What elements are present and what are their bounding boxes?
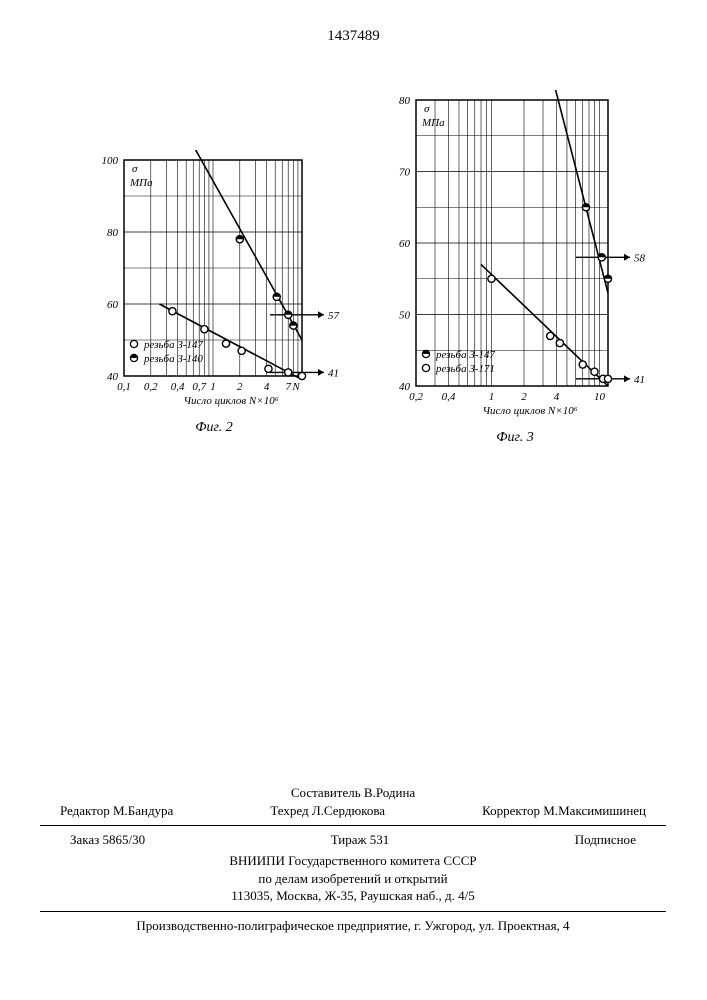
svg-text:резьба З-147: резьба З-147 [435, 349, 495, 361]
svg-text:1: 1 [489, 391, 495, 403]
svg-text:60: 60 [107, 299, 119, 311]
svg-text:70: 70 [399, 167, 411, 179]
svg-text:0,7: 0,7 [192, 381, 206, 393]
committee-line3: 113035, Москва, Ж-35, Раушская наб., д. … [40, 887, 666, 905]
svg-text:2: 2 [521, 391, 527, 403]
svg-text:резьба З-171: резьба З-171 [435, 363, 495, 375]
fig3-svg: 4050607080σМПа0,20,412410Число циклов N×… [380, 90, 650, 422]
svg-text:0,4: 0,4 [442, 391, 456, 403]
svg-text:МПа: МПа [421, 117, 445, 129]
separator-1 [40, 825, 666, 826]
charts-row: 406080100σМПа0,10,20,40,71247NЧисло цикл… [0, 90, 707, 470]
fig2-caption: Фиг. 2 [88, 420, 340, 436]
committee-line2: по делам изобретений и открытий [40, 870, 666, 888]
corrector: Корректор М.Максимишинец [482, 803, 646, 819]
svg-text:41: 41 [634, 374, 645, 386]
committee-line1: ВНИИПИ Государственного комитета СССР [40, 852, 666, 870]
svg-text:σ: σ [424, 103, 430, 115]
order-number: Заказ 5865/30 [70, 832, 145, 848]
svg-text:1: 1 [210, 381, 216, 393]
fig2-svg: 406080100σМПа0,10,20,40,71247NЧисло цикл… [88, 150, 340, 412]
svg-text:Число циклов N×10⁶: Число циклов N×10⁶ [183, 395, 278, 407]
svg-text:резьба З-140: резьба З-140 [143, 353, 203, 365]
page-number: 1437489 [327, 28, 380, 45]
svg-text:41: 41 [328, 367, 339, 379]
svg-text:57: 57 [328, 310, 340, 322]
svg-text:50: 50 [399, 310, 411, 322]
svg-text:0,1: 0,1 [117, 381, 131, 393]
svg-text:МПа: МПа [129, 177, 153, 189]
svg-text:60: 60 [399, 238, 411, 250]
composer-line: Составитель В.Родина [40, 785, 666, 801]
credits-line: Редактор М.Бандура Техред Л.Сердюкова Ко… [40, 803, 666, 819]
svg-text:80: 80 [399, 95, 411, 107]
svg-text:4: 4 [264, 381, 270, 393]
chart-fig3: 4050607080σМПа0,20,412410Число циклов N×… [380, 90, 650, 446]
techred: Техред Л.Сердюкова [270, 803, 385, 819]
footer-section: Составитель В.Родина Редактор М.Бандура … [40, 785, 666, 934]
subscription: Подписное [575, 832, 636, 848]
svg-text:10: 10 [594, 391, 606, 403]
editor: Редактор М.Бандура [60, 803, 173, 819]
svg-text:N: N [291, 381, 300, 393]
committee-block: ВНИИПИ Государственного комитета СССР по… [40, 852, 666, 905]
svg-text:0,2: 0,2 [144, 381, 158, 393]
svg-text:100: 100 [102, 155, 119, 167]
svg-text:резьба З-147: резьба З-147 [143, 339, 203, 351]
svg-text:σ: σ [132, 163, 138, 175]
printer-line: Производственно-полиграфическое предприя… [40, 918, 666, 934]
svg-text:0,4: 0,4 [171, 381, 185, 393]
chart-fig2: 406080100σМПа0,10,20,40,71247NЧисло цикл… [88, 150, 340, 436]
svg-text:Число циклов N×10⁶: Число циклов N×10⁶ [482, 405, 577, 417]
svg-text:0,2: 0,2 [409, 391, 423, 403]
svg-text:2: 2 [237, 381, 243, 393]
svg-text:80: 80 [107, 227, 119, 239]
fig3-caption: Фиг. 3 [380, 430, 650, 446]
separator-2 [40, 911, 666, 912]
svg-text:4: 4 [554, 391, 560, 403]
svg-text:58: 58 [634, 252, 646, 264]
circulation: Тираж 531 [331, 832, 390, 848]
order-line: Заказ 5865/30 Тираж 531 Подписное [40, 832, 666, 848]
svg-text:7: 7 [285, 381, 291, 393]
